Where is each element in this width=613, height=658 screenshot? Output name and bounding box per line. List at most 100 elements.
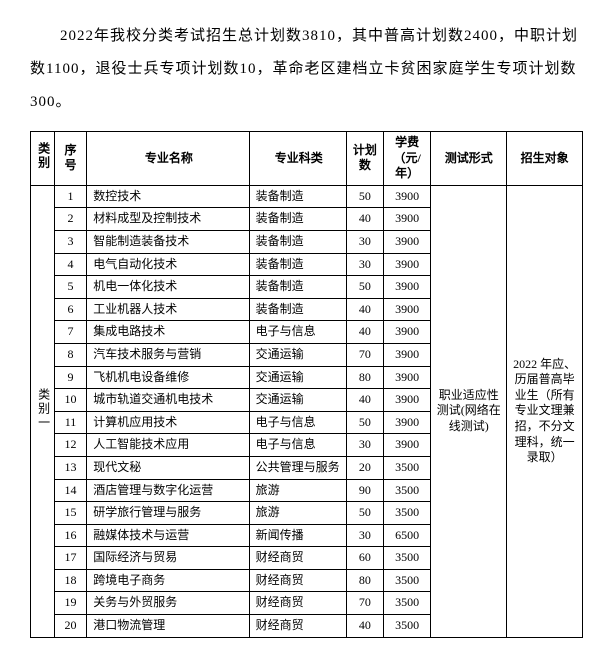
cell-index: 6 (54, 298, 86, 321)
cell-subject: 装备制造 (249, 276, 346, 299)
cell-subject: 装备制造 (249, 253, 346, 276)
cell-index: 3 (54, 230, 86, 253)
cell-name: 人工智能技术应用 (87, 434, 249, 457)
cell-name: 数控技术 (87, 185, 249, 208)
enrollment-table: 类别 序号 专业名称 专业科类 计划数 学费（元/年） 测试形式 招生对象 类别… (30, 131, 583, 638)
cell-plan: 50 (347, 276, 384, 299)
cell-plan: 30 (347, 524, 384, 547)
cell-fee: 3500 (383, 592, 431, 615)
cell-fee: 3900 (383, 298, 431, 321)
cell-name: 计算机应用技术 (87, 411, 249, 434)
cell-index: 11 (54, 411, 86, 434)
cell-fee: 3900 (383, 208, 431, 231)
cell-fee: 3900 (383, 230, 431, 253)
cell-subject: 旅游 (249, 502, 346, 525)
cell-fee: 3900 (383, 185, 431, 208)
cell-fee: 3500 (383, 569, 431, 592)
cell-index: 2 (54, 208, 86, 231)
cell-subject: 装备制造 (249, 230, 346, 253)
cell-plan: 90 (347, 479, 384, 502)
cell-fee: 3900 (383, 411, 431, 434)
header-fee: 学费（元/年） (383, 132, 431, 186)
cell-name: 研学旅行管理与服务 (87, 502, 249, 525)
cell-plan: 50 (347, 411, 384, 434)
cell-fee: 3900 (383, 434, 431, 457)
cell-name: 飞机机电设备维修 (87, 366, 249, 389)
cell-name: 汽车技术服务与营销 (87, 343, 249, 366)
cell-fee: 3500 (383, 502, 431, 525)
header-index: 序号 (54, 132, 86, 186)
category-cell: 类别一 (31, 185, 55, 637)
cell-index: 12 (54, 434, 86, 457)
cell-fee: 3500 (383, 547, 431, 570)
cell-name: 城市轨道交通机电技术 (87, 389, 249, 412)
cell-name: 电气自动化技术 (87, 253, 249, 276)
intro-paragraph: 2022年我校分类考试招生总计划数3810，其中普高计划数2400，中职计划数1… (30, 20, 583, 119)
cell-name: 机电一体化技术 (87, 276, 249, 299)
header-category: 类别 (31, 132, 55, 186)
cell-fee: 3900 (383, 253, 431, 276)
cell-fee: 6500 (383, 524, 431, 547)
cell-name: 材料成型及控制技术 (87, 208, 249, 231)
cell-index: 16 (54, 524, 86, 547)
cell-index: 18 (54, 569, 86, 592)
cell-name: 集成电路技术 (87, 321, 249, 344)
cell-index: 17 (54, 547, 86, 570)
cell-index: 14 (54, 479, 86, 502)
cell-index: 7 (54, 321, 86, 344)
cell-name: 国际经济与贸易 (87, 547, 249, 570)
cell-plan: 40 (347, 321, 384, 344)
cell-fee: 3900 (383, 321, 431, 344)
cell-subject: 公共管理与服务 (249, 456, 346, 479)
cell-subject: 装备制造 (249, 208, 346, 231)
cell-plan: 20 (347, 456, 384, 479)
cell-subject: 财经商贸 (249, 615, 346, 638)
cell-fee: 3500 (383, 615, 431, 638)
cell-index: 10 (54, 389, 86, 412)
cell-subject: 装备制造 (249, 298, 346, 321)
header-test: 测试形式 (431, 132, 507, 186)
cell-subject: 新闻传播 (249, 524, 346, 547)
cell-plan: 80 (347, 569, 384, 592)
cell-plan: 40 (347, 208, 384, 231)
header-plan: 计划数 (347, 132, 384, 186)
cell-subject: 电子与信息 (249, 434, 346, 457)
cell-name: 关务与外贸服务 (87, 592, 249, 615)
cell-index: 5 (54, 276, 86, 299)
cell-name: 跨境电子商务 (87, 569, 249, 592)
cell-name: 现代文秘 (87, 456, 249, 479)
cell-index: 1 (54, 185, 86, 208)
cell-index: 15 (54, 502, 86, 525)
cell-name: 港口物流管理 (87, 615, 249, 638)
cell-index: 13 (54, 456, 86, 479)
cell-plan: 50 (347, 185, 384, 208)
cell-subject: 财经商贸 (249, 569, 346, 592)
cell-plan: 40 (347, 615, 384, 638)
header-name: 专业名称 (87, 132, 249, 186)
cell-name: 智能制造装备技术 (87, 230, 249, 253)
cell-subject: 交通运输 (249, 343, 346, 366)
header-target: 招生对象 (507, 132, 583, 186)
header-subject: 专业科类 (249, 132, 346, 186)
cell-plan: 30 (347, 253, 384, 276)
cell-test-form: 职业适应性测试(网络在线测试) (431, 185, 507, 637)
cell-subject: 财经商贸 (249, 592, 346, 615)
cell-fee: 3500 (383, 479, 431, 502)
cell-subject: 财经商贸 (249, 547, 346, 570)
cell-index: 19 (54, 592, 86, 615)
cell-fee: 3900 (383, 366, 431, 389)
cell-fee: 3900 (383, 389, 431, 412)
cell-subject: 交通运输 (249, 366, 346, 389)
cell-plan: 40 (347, 389, 384, 412)
cell-fee: 3900 (383, 276, 431, 299)
cell-plan: 30 (347, 230, 384, 253)
cell-name: 酒店管理与数字化运营 (87, 479, 249, 502)
cell-subject: 电子与信息 (249, 411, 346, 434)
cell-index: 8 (54, 343, 86, 366)
cell-plan: 80 (347, 366, 384, 389)
cell-subject: 装备制造 (249, 185, 346, 208)
cell-index: 9 (54, 366, 86, 389)
cell-name: 工业机器人技术 (87, 298, 249, 321)
cell-subject: 旅游 (249, 479, 346, 502)
cell-index: 20 (54, 615, 86, 638)
